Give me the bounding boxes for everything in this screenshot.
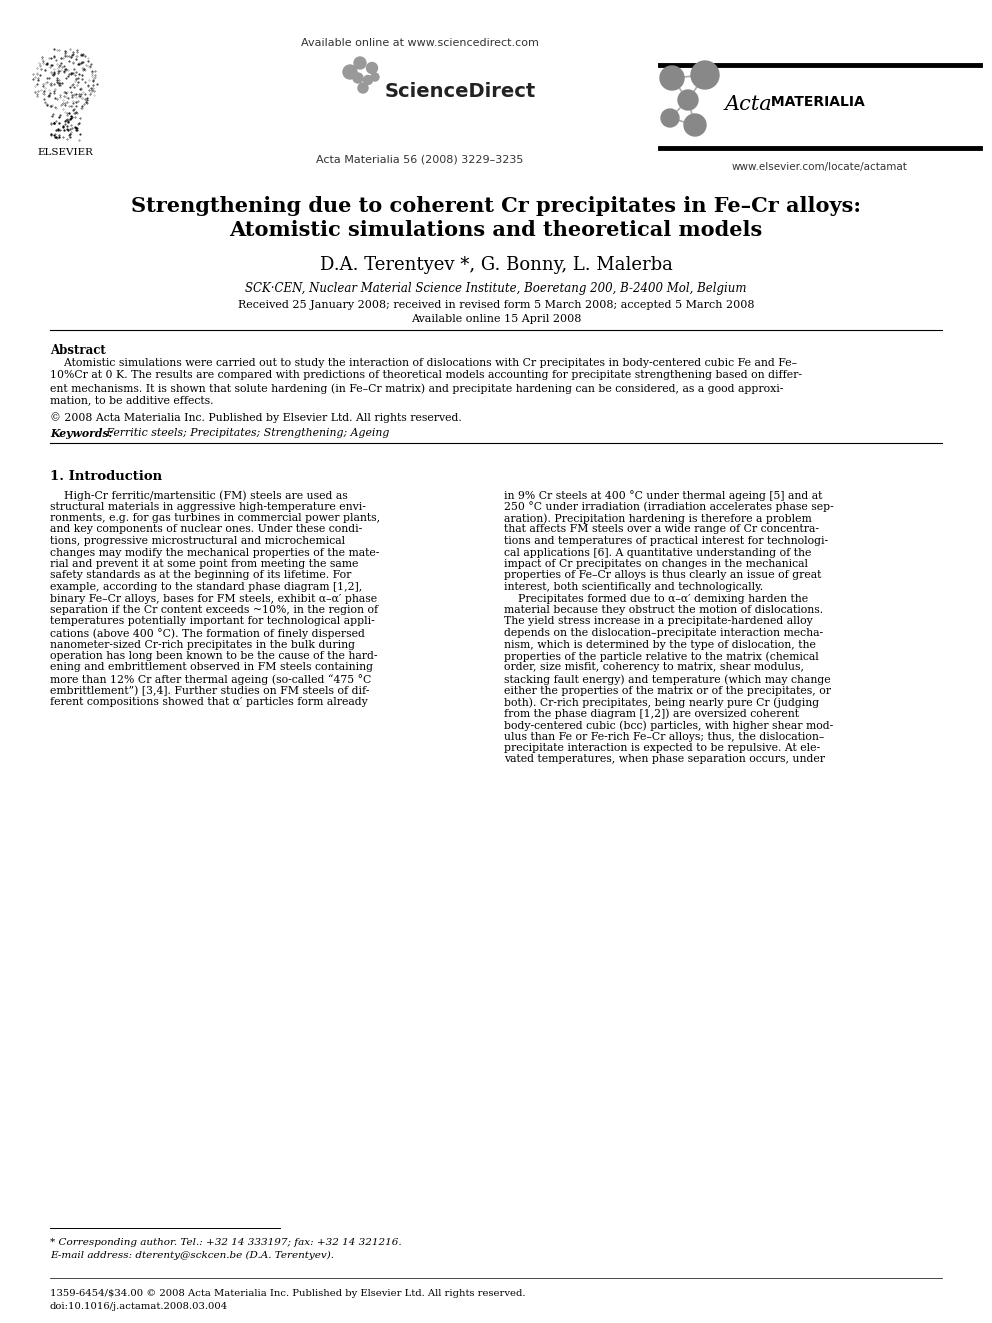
Text: Strengthening due to coherent Cr precipitates in Fe–Cr alloys:: Strengthening due to coherent Cr precipi… xyxy=(131,196,861,216)
Text: body-centered cubic (bcc) particles, with higher shear mod-: body-centered cubic (bcc) particles, wit… xyxy=(504,720,833,730)
Text: © 2008 Acta Materialia Inc. Published by Elsevier Ltd. All rights reserved.: © 2008 Acta Materialia Inc. Published by… xyxy=(50,411,461,423)
Text: binary Fe–Cr alloys, bases for FM steels, exhibit α–α′ phase: binary Fe–Cr alloys, bases for FM steels… xyxy=(50,594,377,603)
Text: High-Cr ferritic/martensitic (FM) steels are used as: High-Cr ferritic/martensitic (FM) steels… xyxy=(50,490,348,500)
Text: depends on the dislocation–precipitate interaction mecha-: depends on the dislocation–precipitate i… xyxy=(504,628,823,638)
Text: 10%Cr at 0 K. The results are compared with predictions of theoretical models ac: 10%Cr at 0 K. The results are compared w… xyxy=(50,370,802,381)
Text: ferent compositions showed that α′ particles form already: ferent compositions showed that α′ parti… xyxy=(50,697,368,706)
Text: embrittlement”) [3,4]. Further studies on FM steels of dif-: embrittlement”) [3,4]. Further studies o… xyxy=(50,685,369,696)
Text: temperatures potentially important for technological appli-: temperatures potentially important for t… xyxy=(50,617,375,627)
Text: example, according to the standard phase diagram [1,2],: example, according to the standard phase… xyxy=(50,582,362,591)
Circle shape xyxy=(678,90,698,110)
Text: Atomistic simulations were carried out to study the interaction of dislocations : Atomistic simulations were carried out t… xyxy=(50,359,798,368)
Text: cal applications [6]. A quantitative understanding of the: cal applications [6]. A quantitative und… xyxy=(504,548,811,557)
Circle shape xyxy=(363,75,373,85)
Circle shape xyxy=(684,114,706,136)
Text: order, size misfit, coherency to matrix, shear modulus,: order, size misfit, coherency to matrix,… xyxy=(504,663,804,672)
Circle shape xyxy=(691,61,719,89)
Text: stacking fault energy) and temperature (which may change: stacking fault energy) and temperature (… xyxy=(504,673,830,684)
Text: Precipitates formed due to α–α′ demixing harden the: Precipitates formed due to α–α′ demixing… xyxy=(504,594,808,603)
Text: in 9% Cr steels at 400 °C under thermal ageing [5] and at: in 9% Cr steels at 400 °C under thermal … xyxy=(504,490,822,501)
Text: 1. Introduction: 1. Introduction xyxy=(50,470,162,483)
Text: precipitate interaction is expected to be repulsive. At ele-: precipitate interaction is expected to b… xyxy=(504,744,820,753)
Circle shape xyxy=(366,62,378,74)
Text: Keywords:: Keywords: xyxy=(50,429,113,439)
Circle shape xyxy=(358,83,368,93)
Circle shape xyxy=(353,73,363,83)
Text: tions, progressive microstructural and microchemical: tions, progressive microstructural and m… xyxy=(50,536,345,546)
Text: properties of Fe–Cr alloys is thus clearly an issue of great: properties of Fe–Cr alloys is thus clear… xyxy=(504,570,821,581)
Text: nanometer-sized Cr-rich precipitates in the bulk during: nanometer-sized Cr-rich precipitates in … xyxy=(50,639,355,650)
Text: E-mail address: dterenty@sckcen.be (D.A. Terentyev).: E-mail address: dterenty@sckcen.be (D.A.… xyxy=(50,1252,334,1259)
Text: tions and temperatures of practical interest for technologi-: tions and temperatures of practical inte… xyxy=(504,536,828,546)
Text: Acta Materialia 56 (2008) 3229–3235: Acta Materialia 56 (2008) 3229–3235 xyxy=(316,155,524,165)
Text: material because they obstruct the motion of dislocations.: material because they obstruct the motio… xyxy=(504,605,823,615)
Text: ELSEVIER: ELSEVIER xyxy=(37,148,93,157)
Text: changes may modify the mechanical properties of the mate-: changes may modify the mechanical proper… xyxy=(50,548,379,557)
Text: mation, to be additive effects.: mation, to be additive effects. xyxy=(50,396,213,406)
Text: Received 25 January 2008; received in revised form 5 March 2008; accepted 5 Marc: Received 25 January 2008; received in re… xyxy=(238,300,754,310)
Text: that affects FM steels over a wide range of Cr concentra-: that affects FM steels over a wide range… xyxy=(504,524,819,534)
Text: separation if the Cr content exceeds ~10%, in the region of: separation if the Cr content exceeds ~10… xyxy=(50,605,378,615)
Text: ent mechanisms. It is shown that solute hardening (in Fe–Cr matrix) and precipit: ent mechanisms. It is shown that solute … xyxy=(50,382,784,393)
Text: nism, which is determined by the type of dislocation, the: nism, which is determined by the type of… xyxy=(504,639,815,650)
Text: Available online 15 April 2008: Available online 15 April 2008 xyxy=(411,314,581,324)
Text: vated temperatures, when phase separation occurs, under: vated temperatures, when phase separatio… xyxy=(504,754,825,765)
Text: rial and prevent it at some point from meeting the same: rial and prevent it at some point from m… xyxy=(50,560,358,569)
Text: The yield stress increase in a precipitate-hardened alloy: The yield stress increase in a precipita… xyxy=(504,617,812,627)
Text: Atomistic simulations and theoretical models: Atomistic simulations and theoretical mo… xyxy=(229,220,763,239)
Text: SCK·CEN, Nuclear Material Science Institute, Boeretang 200, B-2400 Mol, Belgium: SCK·CEN, Nuclear Material Science Instit… xyxy=(245,282,747,295)
Text: aration). Precipitation hardening is therefore a problem: aration). Precipitation hardening is the… xyxy=(504,513,811,524)
Text: both). Cr-rich precipitates, being nearly pure Cr (judging: both). Cr-rich precipitates, being nearl… xyxy=(504,697,819,708)
Circle shape xyxy=(343,65,357,79)
Text: safety standards as at the beginning of its lifetime. For: safety standards as at the beginning of … xyxy=(50,570,351,581)
Text: 1359-6454/$34.00 © 2008 Acta Materialia Inc. Published by Elsevier Ltd. All righ: 1359-6454/$34.00 © 2008 Acta Materialia … xyxy=(50,1289,526,1298)
Circle shape xyxy=(661,108,679,127)
Text: and key components of nuclear ones. Under these condi-: and key components of nuclear ones. Unde… xyxy=(50,524,362,534)
Text: from the phase diagram [1,2]) are oversized coherent: from the phase diagram [1,2]) are oversi… xyxy=(504,709,799,720)
Text: Ferritic steels; Precipitates; Strengthening; Ageing: Ferritic steels; Precipitates; Strengthe… xyxy=(103,429,390,438)
Text: impact of Cr precipitates on changes in the mechanical: impact of Cr precipitates on changes in … xyxy=(504,560,808,569)
Text: ScienceDirect: ScienceDirect xyxy=(385,82,537,101)
Text: cations (above 400 °C). The formation of finely dispersed: cations (above 400 °C). The formation of… xyxy=(50,628,365,639)
Circle shape xyxy=(354,57,366,69)
Text: Abstract: Abstract xyxy=(50,344,106,357)
Text: doi:10.1016/j.actamat.2008.03.004: doi:10.1016/j.actamat.2008.03.004 xyxy=(50,1302,228,1311)
Text: www.elsevier.com/locate/actamat: www.elsevier.com/locate/actamat xyxy=(732,161,908,172)
Text: properties of the particle relative to the matrix (chemical: properties of the particle relative to t… xyxy=(504,651,818,662)
Text: * Corresponding author. Tel.: +32 14 333197; fax: +32 14 321216.: * Corresponding author. Tel.: +32 14 333… xyxy=(50,1238,402,1248)
Circle shape xyxy=(371,73,379,81)
Text: Acta: Acta xyxy=(725,95,773,114)
Text: ronments, e.g. for gas turbines in commercial power plants,: ronments, e.g. for gas turbines in comme… xyxy=(50,513,380,523)
Text: interest, both scientifically and technologically.: interest, both scientifically and techno… xyxy=(504,582,763,591)
Text: structural materials in aggressive high-temperature envi-: structural materials in aggressive high-… xyxy=(50,501,366,512)
Circle shape xyxy=(660,66,684,90)
Text: either the properties of the matrix or of the precipitates, or: either the properties of the matrix or o… xyxy=(504,685,831,696)
Text: ening and embrittlement observed in FM steels containing: ening and embrittlement observed in FM s… xyxy=(50,663,373,672)
Text: more than 12% Cr after thermal ageing (so-called “475 °C: more than 12% Cr after thermal ageing (s… xyxy=(50,673,371,685)
Text: operation has long been known to be the cause of the hard-: operation has long been known to be the … xyxy=(50,651,378,662)
Text: MATERIALIA: MATERIALIA xyxy=(766,95,865,108)
Text: 250 °C under irradiation (irradiation accelerates phase sep-: 250 °C under irradiation (irradiation ac… xyxy=(504,501,833,512)
Text: D.A. Terentyev *, G. Bonny, L. Malerba: D.A. Terentyev *, G. Bonny, L. Malerba xyxy=(319,255,673,274)
Text: Available online at www.sciencedirect.com: Available online at www.sciencedirect.co… xyxy=(301,38,539,48)
Text: ulus than Fe or Fe-rich Fe–Cr alloys; thus, the dislocation–: ulus than Fe or Fe-rich Fe–Cr alloys; th… xyxy=(504,732,824,741)
